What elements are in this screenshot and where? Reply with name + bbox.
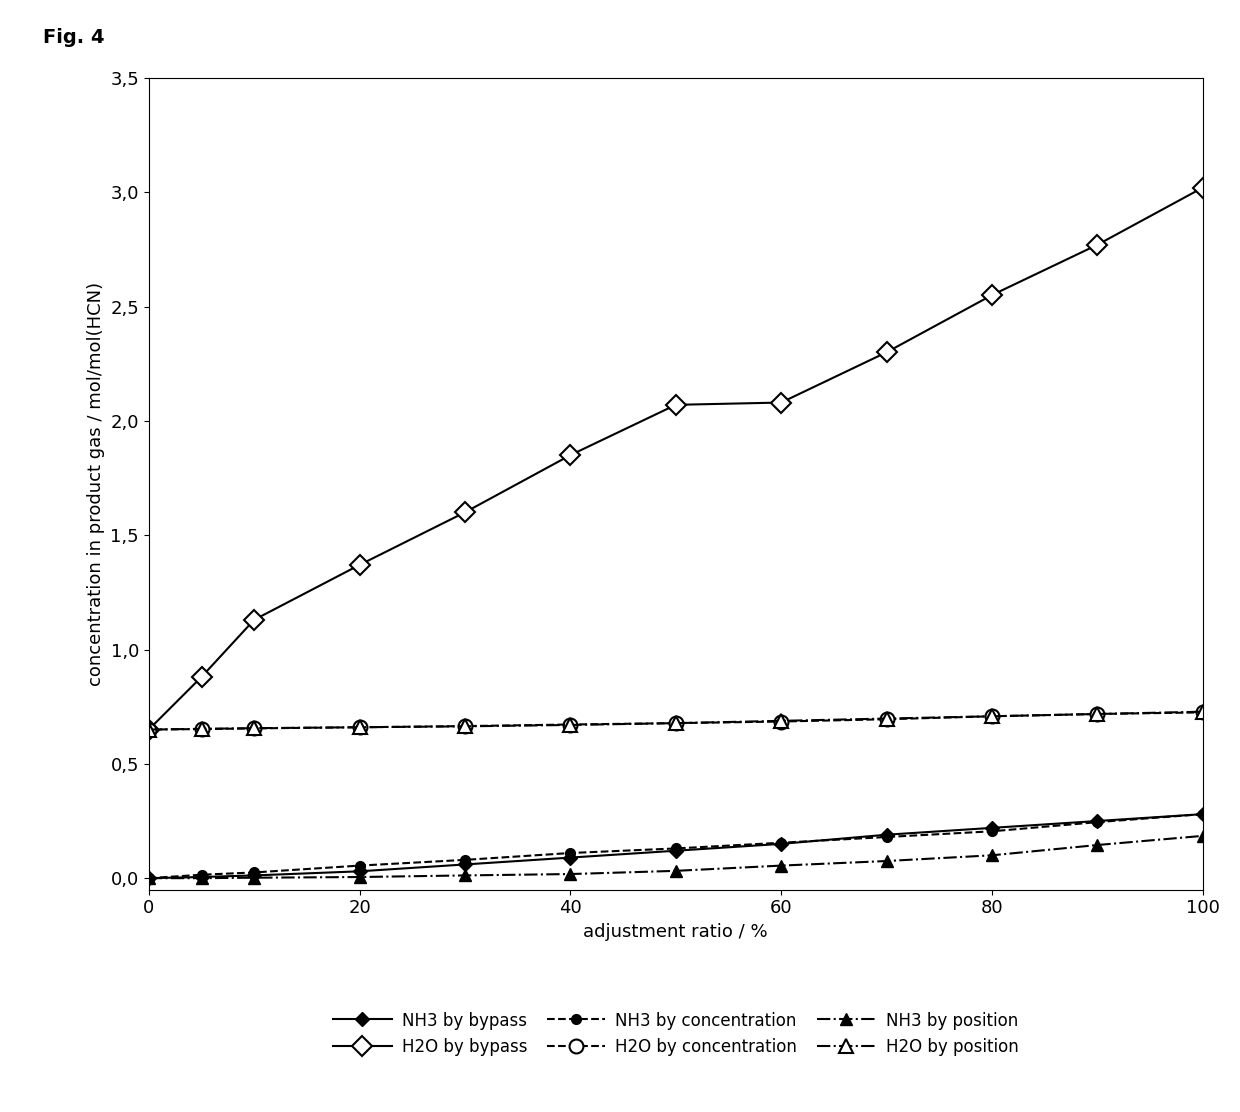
NH3 by position	[141, 872, 156, 885]
NH3 by position	[193, 872, 208, 885]
NH3 by concentration	[247, 866, 262, 880]
H2O by position	[1195, 705, 1210, 718]
H2O by concentration	[668, 716, 683, 729]
NH3 by position	[1090, 838, 1105, 852]
NH3 by bypass	[985, 821, 999, 834]
H2O by bypass	[668, 398, 683, 411]
H2O by concentration	[458, 719, 472, 733]
H2O by position	[774, 714, 789, 727]
NH3 by concentration	[193, 868, 208, 882]
H2O by concentration	[247, 722, 262, 735]
NH3 by bypass	[1090, 814, 1105, 827]
Legend: NH3 by bypass, H2O by bypass, NH3 by concentration, H2O by concentration, NH3 by: NH3 by bypass, H2O by bypass, NH3 by con…	[325, 1003, 1027, 1064]
NH3 by concentration	[985, 825, 999, 838]
H2O by position	[985, 709, 999, 723]
NH3 by bypass	[352, 865, 367, 878]
NH3 by bypass	[1195, 807, 1210, 821]
NH3 by bypass	[563, 851, 578, 864]
NH3 by bypass	[193, 871, 208, 884]
H2O by concentration	[774, 715, 789, 728]
NH3 by bypass	[458, 857, 472, 871]
H2O by concentration	[141, 723, 156, 736]
H2O by concentration	[985, 709, 999, 723]
H2O by bypass	[985, 288, 999, 301]
NH3 by bypass	[668, 844, 683, 857]
NH3 by concentration	[352, 858, 367, 872]
H2O by bypass	[1195, 181, 1210, 195]
H2O by concentration	[193, 723, 208, 736]
NH3 by position	[879, 854, 894, 867]
H2O by bypass	[193, 671, 208, 684]
NH3 by concentration	[458, 853, 472, 866]
H2O by bypass	[1090, 238, 1105, 251]
H2O by bypass	[141, 723, 156, 736]
Line: NH3 by bypass: NH3 by bypass	[144, 810, 1208, 883]
H2O by position	[563, 718, 578, 732]
Line: H2O by bypass: H2O by bypass	[141, 180, 1210, 736]
H2O by bypass	[774, 396, 789, 409]
NH3 by bypass	[774, 837, 789, 851]
Y-axis label: concentration in product gas / mol/mol(HCN): concentration in product gas / mol/mol(H…	[87, 281, 104, 686]
Line: NH3 by concentration: NH3 by concentration	[144, 810, 1208, 883]
H2O by concentration	[563, 718, 578, 732]
H2O by bypass	[352, 558, 367, 572]
H2O by concentration	[352, 721, 367, 734]
NH3 by concentration	[774, 836, 789, 850]
NH3 by concentration	[879, 831, 894, 844]
NH3 by position	[247, 871, 262, 884]
H2O by position	[352, 721, 367, 734]
X-axis label: adjustment ratio / %: adjustment ratio / %	[584, 923, 768, 941]
NH3 by bypass	[141, 872, 156, 885]
H2O by concentration	[1195, 706, 1210, 719]
H2O by bypass	[247, 613, 262, 626]
H2O by position	[879, 712, 894, 725]
H2O by position	[458, 719, 472, 733]
NH3 by concentration	[563, 846, 578, 860]
H2O by position	[193, 722, 208, 735]
H2O by concentration	[1090, 707, 1105, 721]
NH3 by bypass	[247, 868, 262, 882]
H2O by position	[141, 723, 156, 736]
NH3 by position	[352, 871, 367, 884]
Line: H2O by position: H2O by position	[141, 705, 1210, 736]
NH3 by position	[774, 858, 789, 872]
H2O by position	[668, 716, 683, 729]
H2O by position	[247, 722, 262, 735]
Line: H2O by concentration: H2O by concentration	[141, 705, 1210, 736]
H2O by bypass	[563, 448, 578, 461]
NH3 by position	[985, 848, 999, 862]
Text: Fig. 4: Fig. 4	[43, 28, 105, 47]
H2O by concentration	[879, 713, 894, 726]
Line: NH3 by position: NH3 by position	[144, 831, 1208, 884]
NH3 by position	[668, 864, 683, 877]
NH3 by position	[1195, 830, 1210, 843]
NH3 by concentration	[1090, 815, 1105, 828]
NH3 by bypass	[879, 828, 894, 842]
H2O by position	[1090, 707, 1105, 721]
NH3 by position	[563, 867, 578, 881]
NH3 by concentration	[1195, 807, 1210, 821]
NH3 by position	[458, 868, 472, 882]
H2O by bypass	[879, 346, 894, 359]
NH3 by concentration	[668, 842, 683, 855]
NH3 by concentration	[141, 872, 156, 885]
H2O by bypass	[458, 506, 472, 519]
